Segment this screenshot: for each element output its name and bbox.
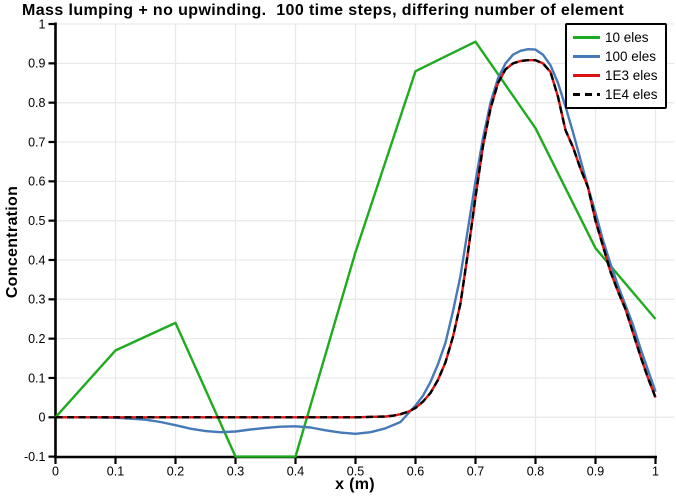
x-tick-label: 0.3	[227, 465, 244, 479]
y-tick-label: 0.4	[28, 253, 45, 267]
y-tick-label: -0.1	[24, 450, 46, 464]
legend-label: 1E4 eles	[605, 87, 658, 102]
x-tick-label: 0.1	[107, 465, 124, 479]
series-line-10-eles	[54, 40, 657, 458]
legend-item: 10 eles	[573, 30, 658, 45]
y-tick-label: 0.3	[28, 293, 45, 307]
x-tick-label: 0.8	[527, 465, 544, 479]
legend: 10 eles 100 eles 1E3 eles 1E4 eles	[565, 23, 667, 109]
x-tick-label: 0	[52, 465, 59, 479]
x-tick-label: 0.7	[467, 465, 484, 479]
x-tick-label: 0.4	[287, 465, 304, 479]
x-axis-label: x (m)	[335, 476, 375, 493]
legend-item: 1E3 eles	[573, 68, 658, 83]
x-tick-label: 0.2	[167, 465, 184, 479]
y-tick-label: 0.6	[28, 175, 45, 189]
x-tick-label: 0.5	[347, 465, 364, 479]
x-tick-label: 0.6	[407, 465, 424, 479]
y-tick-label: 1	[39, 17, 46, 31]
legend-swatch-line-icon	[573, 36, 600, 39]
y-tick-label: 0.5	[28, 214, 45, 228]
y-tick-label: 0.1	[28, 371, 45, 385]
legend-label: 1E3 eles	[605, 68, 658, 83]
legend-swatch-line-icon	[573, 55, 600, 58]
legend-label: 10 eles	[605, 30, 649, 45]
legend-label: 100 eles	[605, 49, 657, 64]
x-tick-label: 1	[652, 465, 659, 479]
y-tick-label: 0.7	[28, 135, 45, 149]
y-tick-label: 0.9	[28, 57, 45, 71]
series-line-1E4-eles	[55, 59, 657, 419]
chart-title: Mass lumping + no upwinding. 100 time st…	[22, 2, 625, 19]
y-tick-label: 0	[39, 411, 46, 425]
y-tick-label: 0.8	[28, 96, 45, 110]
legend-item: 100 eles	[573, 49, 658, 64]
x-tick-label: 0.9	[587, 465, 604, 479]
legend-item: 1E4 eles	[573, 87, 658, 102]
legend-swatch-line-icon	[573, 74, 600, 77]
y-tick-label: 0.2	[28, 332, 45, 346]
legend-swatch-line-icon	[573, 93, 600, 96]
